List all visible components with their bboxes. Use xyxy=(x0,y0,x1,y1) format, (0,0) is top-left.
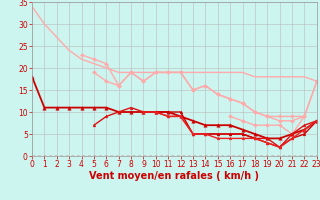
X-axis label: Vent moyen/en rafales ( km/h ): Vent moyen/en rafales ( km/h ) xyxy=(89,171,260,181)
